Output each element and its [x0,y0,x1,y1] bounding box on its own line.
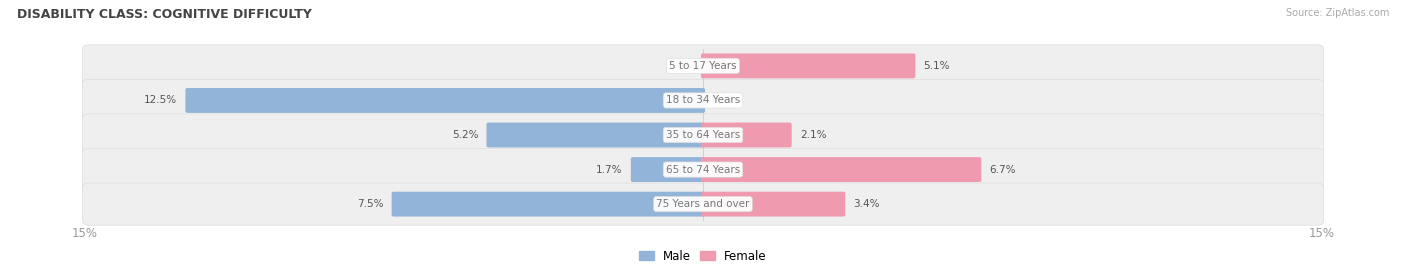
Text: 75 Years and over: 75 Years and over [657,199,749,209]
FancyBboxPatch shape [702,192,845,217]
Legend: Male, Female: Male, Female [634,245,772,267]
Text: Source: ZipAtlas.com: Source: ZipAtlas.com [1285,8,1389,18]
Text: 18 to 34 Years: 18 to 34 Years [666,95,740,106]
Text: 0.0%: 0.0% [711,95,738,106]
FancyBboxPatch shape [392,192,704,217]
FancyBboxPatch shape [702,123,792,147]
FancyBboxPatch shape [186,88,704,113]
FancyBboxPatch shape [486,123,704,147]
FancyBboxPatch shape [702,157,981,182]
FancyBboxPatch shape [83,79,1323,122]
Text: 7.5%: 7.5% [357,199,384,209]
FancyBboxPatch shape [83,45,1323,87]
Text: 65 to 74 Years: 65 to 74 Years [666,164,740,175]
Text: 6.7%: 6.7% [990,164,1017,175]
Text: 12.5%: 12.5% [143,95,177,106]
FancyBboxPatch shape [83,148,1323,191]
Text: 35 to 64 Years: 35 to 64 Years [666,130,740,140]
FancyBboxPatch shape [83,114,1323,156]
Text: 0.0%: 0.0% [668,61,695,71]
Text: 2.1%: 2.1% [800,130,827,140]
Text: 5.1%: 5.1% [924,61,950,71]
Text: 1.7%: 1.7% [596,164,623,175]
Text: 3.4%: 3.4% [853,199,880,209]
FancyBboxPatch shape [702,53,915,78]
Text: DISABILITY CLASS: COGNITIVE DIFFICULTY: DISABILITY CLASS: COGNITIVE DIFFICULTY [17,8,312,21]
FancyBboxPatch shape [631,157,704,182]
FancyBboxPatch shape [83,183,1323,225]
Text: 5 to 17 Years: 5 to 17 Years [669,61,737,71]
Text: 5.2%: 5.2% [451,130,478,140]
